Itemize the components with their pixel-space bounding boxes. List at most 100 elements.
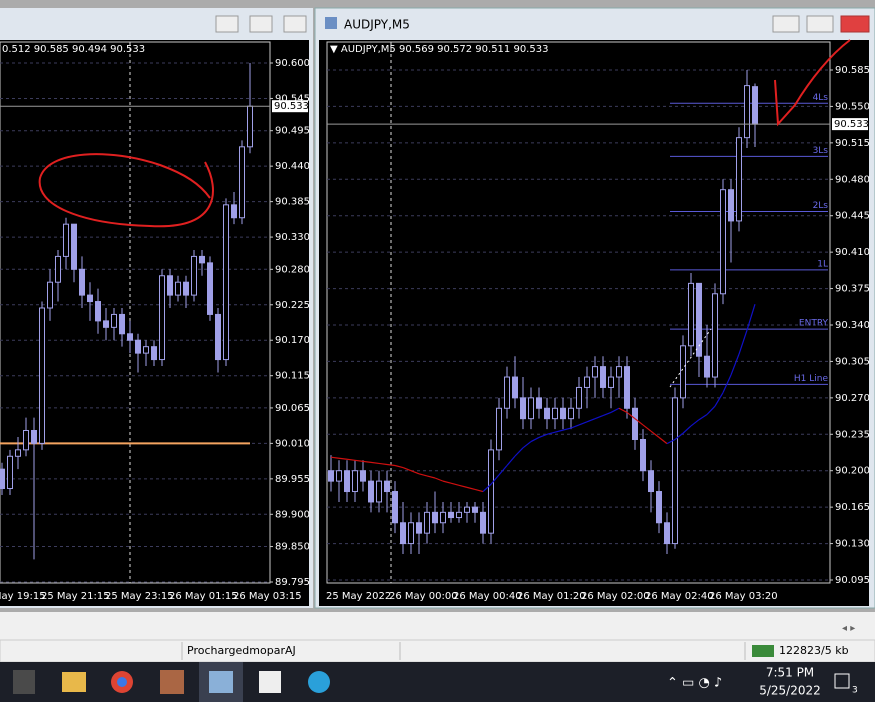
moving-average [474, 488, 484, 493]
moving-average [466, 486, 476, 491]
moving-average [522, 441, 532, 449]
moving-average [666, 438, 676, 445]
level-label: H1 Line [794, 374, 829, 384]
restore[interactable] [249, 15, 273, 33]
y-tick-label: 90.095 [835, 575, 870, 586]
candle-body [0, 468, 5, 490]
connection-bars [752, 645, 774, 657]
tray-icons[interactable]: ⌃ ▭ ◔ ♪ [667, 676, 722, 691]
moving-average [554, 429, 564, 433]
level-label: 3Ls [813, 146, 829, 156]
calculator-icon[interactable] [13, 670, 35, 694]
moving-average [458, 484, 468, 488]
y-tick-label: 90.270 [835, 393, 870, 404]
y-tick-label: 89.900 [275, 509, 310, 520]
action-center[interactable] [834, 673, 850, 689]
y-tick-label: 90.340 [835, 320, 870, 331]
candle-body [704, 355, 710, 378]
y-tick-label: 90.545 [275, 93, 310, 104]
candle-body [744, 85, 750, 139]
candle-body [368, 480, 374, 503]
taskbar-apps[interactable] [13, 662, 330, 702]
moving-average [418, 473, 428, 477]
moving-average [514, 447, 524, 457]
candle-body [103, 320, 109, 328]
minimize[interactable] [215, 15, 239, 33]
clock-date[interactable]: 5/25/2022 [759, 684, 821, 698]
clock-time[interactable]: 7:51 PM [766, 666, 814, 680]
moving-average [490, 474, 500, 485]
candle-body [600, 366, 606, 388]
x-tick-label: 26 May 03:20 [709, 591, 778, 602]
y-tick-label: 90.165 [835, 502, 870, 513]
candle-body [95, 301, 101, 322]
candle-body [576, 386, 582, 409]
candle-body [183, 281, 189, 296]
candle-body [512, 376, 518, 399]
candle-body [336, 470, 342, 482]
candle-body [424, 511, 430, 534]
right-header-text: AUDJPY,M5 90.569 90.572 90.511 90.533 [341, 44, 549, 55]
candle-body [672, 397, 678, 545]
close[interactable] [283, 15, 307, 33]
y-tick-label: 90.065 [275, 403, 310, 414]
moving-average [538, 433, 548, 438]
scroll-arrows[interactable]: ◂ ▸ [842, 623, 855, 634]
moving-average [354, 459, 364, 462]
moving-average [714, 392, 724, 407]
candle-body [79, 268, 85, 296]
moving-average [738, 330, 748, 355]
candle-body [640, 438, 646, 472]
candle-body [55, 255, 61, 283]
x-tick-label: 26 May 01:20 [517, 591, 586, 602]
candle-body [472, 506, 478, 513]
y-tick-label: 89.850 [275, 542, 310, 553]
x-tick-label: 26 May 03:15 [233, 591, 302, 602]
telegram-icon[interactable] [308, 671, 330, 693]
candle-body [536, 397, 542, 409]
y-tick-label: 90.170 [275, 335, 310, 346]
candle-body [680, 345, 686, 399]
y-tick-label: 90.440 [275, 161, 310, 172]
right-window-buttons[interactable] [772, 15, 870, 33]
moving-average [570, 424, 580, 429]
restore[interactable] [806, 15, 834, 33]
moving-average [626, 411, 636, 420]
candle-body [520, 397, 526, 420]
moving-average [634, 418, 644, 426]
moving-average [330, 456, 340, 459]
hand-drawn-check [774, 39, 851, 127]
moving-average [394, 464, 404, 469]
candle-body [23, 429, 29, 451]
moving-average [498, 465, 508, 476]
left-window-buttons[interactable] [215, 15, 307, 33]
moving-average [746, 304, 756, 331]
explorer-icon[interactable] [62, 672, 86, 692]
moving-average [594, 414, 604, 420]
candle-body [728, 189, 734, 222]
y-tick-label: 90.010 [275, 438, 310, 449]
candle-body [480, 511, 486, 534]
candle-body [400, 522, 406, 545]
moving-average [602, 411, 612, 417]
moving-average [730, 353, 740, 376]
moving-average [586, 418, 596, 423]
candle-body [7, 455, 13, 490]
moving-average [450, 482, 460, 486]
minimize[interactable] [772, 15, 800, 33]
chrome-center [117, 677, 127, 687]
app-icon[interactable] [160, 670, 184, 694]
candle-body [496, 407, 502, 451]
close[interactable] [840, 15, 870, 33]
moving-average [650, 430, 660, 438]
x-tick-label: 25 May 23:15 [105, 591, 174, 602]
notes-icon[interactable] [259, 671, 281, 693]
candle-body [143, 346, 149, 354]
candle-body [544, 407, 550, 420]
mt4-icon[interactable] [209, 671, 233, 693]
left-plot-frame [0, 41, 271, 584]
candle-body [664, 522, 670, 545]
candle-body [175, 281, 181, 296]
candle-body [207, 262, 213, 315]
